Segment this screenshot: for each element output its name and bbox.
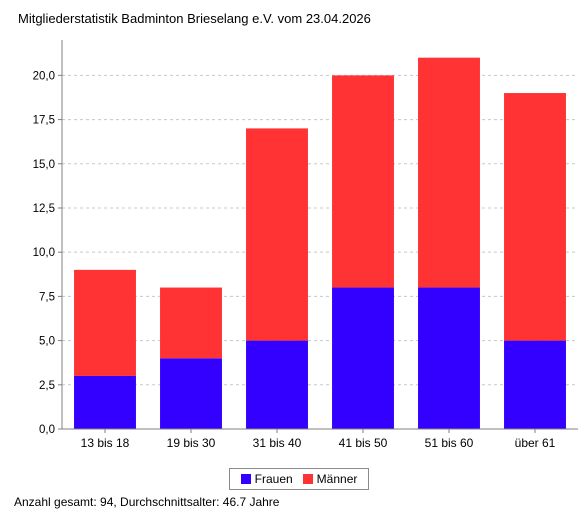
x-tick-label: 19 bis 30 [167,436,216,450]
x-tick-label: 41 bis 50 [339,436,388,450]
y-tick-label: 12,5 [33,203,55,215]
legend-item-maenner: Männer [302,472,358,486]
bar-maenner [74,269,136,376]
bar-frauen [246,340,308,429]
legend-item-frauen: Frauen [240,472,293,486]
legend-swatch-maenner [302,474,313,484]
bar-maenner [504,93,566,341]
stacked-bar-chart: 0,0 2,5 5,0 7,5 10,0 12,5 15,0 17,5 20,0 13 bis 1… [33,40,578,450]
legend-label-frauen: Frauen [254,472,293,486]
axis-labels: 0,0 2,5 5,0 7,5 10,0 12,5 15,0 17,5 20,0 13 bis 1… [33,70,556,450]
summary-text: Anzahl gesamt: 94, Durchschnittsalter: 4… [14,495,280,509]
x-tick-label: 51 bis 60 [425,436,474,450]
y-tick-label: 7,5 [39,291,55,303]
bar-maenner [332,75,394,288]
legend: Frauen Männer [229,468,369,490]
x-tick-label: 31 bis 40 [253,436,302,450]
y-tick-label: 15,0 [33,159,55,171]
y-tick-label: 2,5 [39,380,55,392]
chart-title: Mitgliederstatistik Badminton Brieselang… [18,11,371,26]
bar-maenner [418,57,480,288]
grid-lines [62,74,578,386]
y-tick-label: 10,0 [33,247,55,259]
bar-frauen [332,287,394,429]
y-tick-label: 0,0 [39,424,55,436]
bar-maenner [246,128,308,341]
bar-maenner [160,287,222,359]
y-tick-label: 17,5 [33,115,55,127]
bar-frauen [160,358,222,429]
y-tick-label: 20,0 [33,70,55,82]
axes [58,40,578,433]
bar-frauen [504,340,566,429]
bars [74,57,566,429]
x-tick-label: über 61 [515,436,556,450]
legend-swatch-frauen [240,474,251,484]
legend-label-maenner: Männer [316,472,358,486]
bar-frauen [418,287,480,429]
x-tick-label: 13 bis 18 [81,436,130,450]
bar-frauen [74,375,136,429]
y-tick-label: 5,0 [39,336,55,348]
